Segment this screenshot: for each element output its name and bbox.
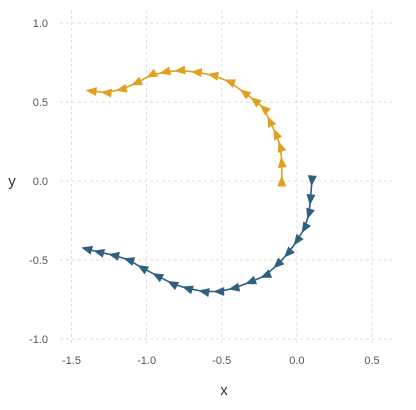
data-point-marker (284, 246, 295, 258)
data-point-marker (306, 207, 315, 220)
data-point-marker (245, 275, 258, 285)
data-point-marker (137, 265, 150, 275)
data-point-marker (181, 285, 194, 295)
data-point-marker (174, 65, 186, 75)
tick-labels: -1.5 -1.0 -0.5 0.0 0.5 -1.0 -0.5 0.0 0.5 1.0 (29, 18, 380, 367)
data-point-marker (152, 273, 165, 283)
data-point-marker (213, 286, 225, 297)
data-point-marker (93, 249, 106, 258)
y-tick-label: 0.5 (33, 97, 48, 109)
x-tick-label: -0.5 (212, 355, 231, 367)
data-point-marker (228, 282, 241, 292)
y-tick-label: -0.5 (29, 255, 48, 267)
data-point-marker (307, 175, 317, 187)
data-point-marker (198, 288, 210, 297)
series-2 (81, 175, 317, 297)
data-point-marker (108, 251, 120, 261)
data-point-marker (250, 97, 262, 108)
x-tick-label: -1.0 (137, 355, 156, 367)
y-tick-label: 1.0 (33, 18, 48, 30)
x-tick-label: 0.5 (364, 355, 379, 367)
x-tick-label: -1.5 (62, 355, 81, 367)
series-line (85, 180, 313, 293)
data-point-marker (131, 76, 143, 86)
y-tick-label: 0.0 (33, 176, 48, 188)
data-point-marker (277, 175, 287, 187)
data-point-marker (100, 88, 113, 98)
data-point-marker (259, 104, 271, 116)
data-point-marker (306, 193, 316, 206)
data-point-marker (224, 79, 237, 88)
data-point-marker (267, 116, 277, 128)
data-point-marker (190, 68, 203, 78)
data-point-marker (273, 128, 283, 141)
y-axis-label: y (8, 173, 16, 190)
series-layer (81, 65, 317, 297)
data-point-marker (146, 68, 159, 78)
data-point-marker (159, 66, 172, 76)
data-point-marker (167, 281, 180, 291)
data-point-marker (277, 141, 287, 153)
data-point-marker (239, 89, 252, 100)
y-tick-label: -1.0 (29, 334, 48, 346)
data-point-marker (207, 71, 219, 81)
data-point-marker (115, 83, 128, 93)
data-point-marker (277, 156, 287, 169)
data-point-marker (123, 257, 136, 266)
x-tick-label: 0.0 (289, 355, 304, 367)
data-point-marker (81, 245, 93, 255)
data-point-marker (85, 87, 97, 97)
x-axis-label: x (220, 382, 228, 399)
data-point-marker (273, 257, 285, 269)
data-point-marker (293, 233, 304, 246)
data-point-marker (260, 269, 273, 278)
series-1 (85, 65, 287, 187)
data-point-marker (301, 221, 312, 234)
grid (60, 10, 392, 346)
series-line (90, 69, 283, 182)
